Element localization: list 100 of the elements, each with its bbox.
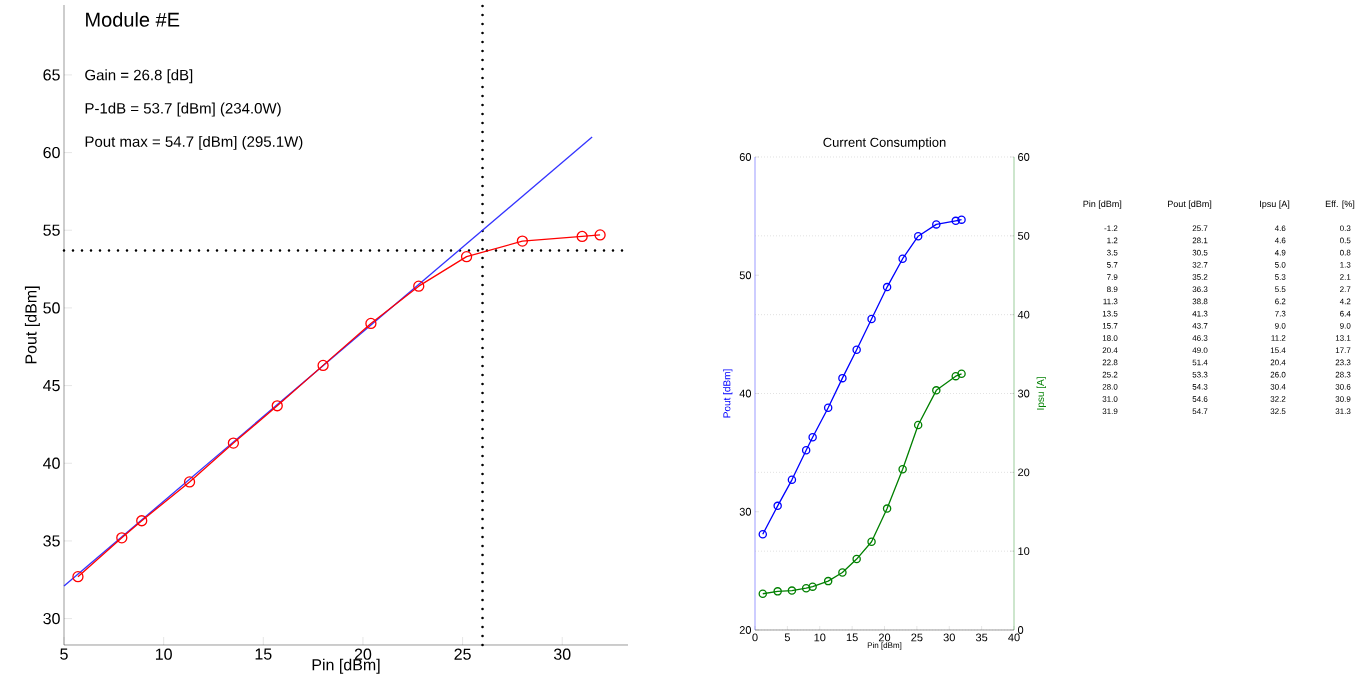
y-tick-label: 40 <box>739 389 752 398</box>
text: 13.5 <box>1102 310 1118 317</box>
point <box>838 568 847 577</box>
point <box>460 251 473 263</box>
text: 43.7 <box>1192 323 1208 329</box>
point <box>852 554 861 564</box>
point <box>808 582 817 591</box>
text: 28.0 <box>1102 384 1118 390</box>
text: 31.0 <box>1102 396 1118 402</box>
y2-tick-label: 0 <box>1017 626 1024 634</box>
text: 53.3 <box>1192 371 1208 378</box>
y-tick-label: 60 <box>739 153 752 161</box>
text: 4.6 <box>1274 225 1286 232</box>
point <box>898 464 907 474</box>
text: 3.5 <box>1106 249 1118 256</box>
text: 17.7 <box>1335 347 1351 353</box>
x-tick-label: 35 <box>975 633 988 642</box>
y-tick-label: 65 <box>43 69 60 81</box>
text: 54.7 <box>1192 408 1208 415</box>
text: 36.3 <box>1192 286 1208 293</box>
text: 15.4 <box>1270 347 1286 354</box>
y-tick-label: 35 <box>43 535 60 547</box>
annotation: Gain = 26.8 [dB] <box>85 69 193 84</box>
category-label: Pout [dBm] <box>1168 200 1212 209</box>
x-tick-label: 25 <box>454 648 471 660</box>
text: 30.9 <box>1335 396 1351 402</box>
text: 18.0 <box>1102 335 1118 341</box>
point <box>957 369 966 379</box>
point <box>516 235 529 247</box>
x-tick-label: 30 <box>553 648 571 660</box>
y-tick-label: 30 <box>739 507 752 516</box>
x-tick-label: 5 <box>784 633 790 642</box>
text: 0.8 <box>1340 249 1351 256</box>
text: 32.2 <box>1270 396 1286 402</box>
point <box>183 476 196 488</box>
point <box>227 437 240 449</box>
y2-tick-label: 30 <box>1017 389 1030 398</box>
point <box>271 400 283 412</box>
point <box>932 220 941 229</box>
y-tick-label: 55 <box>43 224 60 236</box>
text: 5.7 <box>1107 262 1118 268</box>
point <box>957 215 966 224</box>
category-label: Eff. [%] <box>1325 200 1355 209</box>
text: 11.3 <box>1103 298 1118 305</box>
annotation: P-1dB = 53.7 [dBm] (234.0W) <box>85 102 281 117</box>
text: -1.2 <box>1104 225 1118 231</box>
x-tick-label: 25 <box>911 633 923 642</box>
text: 20.4 <box>1270 359 1286 366</box>
point <box>594 229 606 241</box>
point <box>823 403 833 412</box>
category-label: Pin [dBm] <box>1083 200 1122 209</box>
point <box>823 576 833 586</box>
y2-tick-label: 50 <box>1017 231 1030 240</box>
point <box>932 386 941 395</box>
y-tick-label: 20 <box>739 626 752 634</box>
point <box>116 532 128 544</box>
y-tick-label: 40 <box>43 457 60 469</box>
text: 41.3 <box>1192 310 1208 317</box>
point <box>913 231 923 241</box>
point <box>72 571 84 583</box>
text: 26.0 <box>1270 371 1286 378</box>
text: 4.9 <box>1274 249 1286 256</box>
x-tick-label: 5 <box>60 648 68 660</box>
y-tick-label: 30 <box>43 612 60 625</box>
y-tick-label: 50 <box>739 271 752 280</box>
y2-tick-label: 10 <box>1018 547 1030 556</box>
y-axis-title: Pout [dBm] <box>24 286 40 364</box>
text: 31.9 <box>1102 408 1118 415</box>
point <box>413 280 425 292</box>
x-tick-label: 10 <box>155 648 172 660</box>
text: 54.6 <box>1192 396 1208 402</box>
text: 49.0 <box>1192 347 1208 354</box>
chart-title: Module #E <box>86 12 180 27</box>
y-tick-label: 50 <box>43 302 60 314</box>
x-tick-label: 15 <box>255 648 272 660</box>
point <box>576 230 588 243</box>
text: 25.2 <box>1102 371 1118 378</box>
text: 51.4 <box>1192 359 1208 366</box>
point <box>758 589 768 598</box>
text: 7.3 <box>1275 310 1286 317</box>
point <box>898 254 907 263</box>
text: 4.2 <box>1339 298 1351 305</box>
x-tick-label: 30 <box>943 633 955 642</box>
text: 9.0 <box>1340 323 1351 329</box>
annotation: Pout max = 54.7 [dBm] (295.1W) <box>85 135 303 150</box>
y2-axis-title: Ipsu [A] <box>1036 377 1046 410</box>
point <box>773 587 782 596</box>
point <box>787 475 797 485</box>
text: 1.2 <box>1107 237 1118 244</box>
text: 30.5 <box>1192 249 1208 256</box>
text: 15.7 <box>1102 323 1118 329</box>
point <box>136 515 148 527</box>
text: 6.4 <box>1340 310 1351 317</box>
x-tick-label: 15 <box>846 633 858 642</box>
text: 35.2 <box>1192 274 1208 280</box>
chart-title: Current Consumption <box>823 137 946 150</box>
text: 54.3 <box>1192 384 1208 390</box>
point <box>913 420 923 430</box>
point <box>882 282 892 292</box>
text: 30.6 <box>1335 384 1351 390</box>
